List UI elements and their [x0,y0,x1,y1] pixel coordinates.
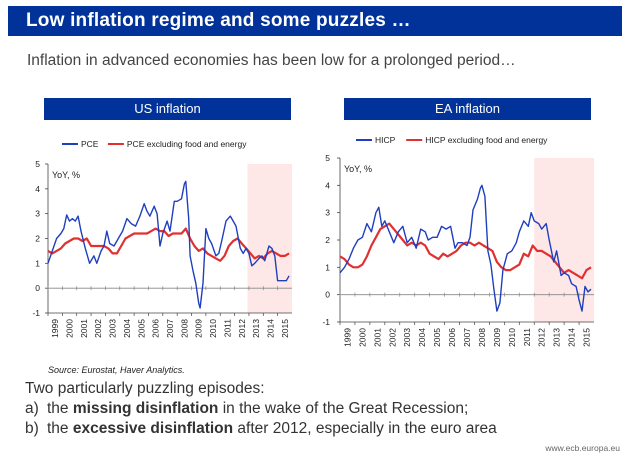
episode-a-suffix: in the wake of the Great Recession; [218,400,469,417]
ea-legend-label-core: HICP excluding food and energy [425,135,548,145]
ea-x-tick-label: 1999 [342,328,352,347]
us-y-tick-label: -1 [32,308,40,318]
slide-title: Low inflation regime and some puzzles … [8,6,622,36]
ea-x-tick-label: 2005 [432,328,442,347]
source-note: Source: Eurostat, Haver Analytics. [48,365,185,375]
us-series-core-line [47,227,290,262]
us-legend-label-core: PCE excluding food and energy [127,139,247,149]
us-unit-label: YoY, % [52,170,80,180]
ea-inflation-chart: -1 0 1 2 3 4 5 1999 2000 2001 2002 2003 2004 2005 2006… [322,135,594,347]
us-x-tick-label: 2003 [108,319,118,338]
ea-x-tick-label: 2015 [582,328,592,347]
ea-y-tick-label: 4 [325,180,330,190]
us-x-tick-label: 2006 [151,319,161,338]
ea-panel-title: EA inflation [344,98,591,120]
us-x-tick-label: 2008 [179,319,189,338]
ea-x-tick-label: 2003 [402,328,412,347]
ea-y-tick-label: 1 [325,262,330,272]
ea-x-tick-label: 2006 [447,328,457,347]
us-y-tick-label: 2 [35,234,40,244]
us-shaded-period [247,164,292,313]
episode-b: b) the excessive disinflation after 2012,… [25,420,497,438]
us-x-tick-label: 2001 [79,319,89,338]
ea-x-tick-label: 2009 [492,328,502,347]
ea-y-tick-label: -1 [322,317,330,327]
ea-x-tick-label: 2014 [567,328,577,347]
ea-legend-label-headline: HICP [375,135,396,145]
us-x-tick-label: 2007 [165,319,175,338]
us-x-tick-label: 2013 [251,319,261,338]
us-panel-title: US inflation [44,98,291,120]
ea-series-core-line [339,222,592,280]
ea-x-tick-label: 2002 [387,328,397,347]
ea-x-tick-label: 2001 [372,328,382,347]
us-x-tick-label: 1999 [50,319,60,338]
ea-y-tick-label: 5 [325,153,330,163]
ea-x-tick-label: 2000 [357,328,367,347]
us-x-tick-label: 2005 [136,319,146,338]
ea-y-tick-label: 3 [325,208,330,218]
us-x-tick-label: 2014 [265,319,275,338]
us-x-tick-label: 2004 [122,319,132,338]
ea-x-tick-label: 2013 [552,328,562,347]
ea-x-tick-label: 2012 [537,328,547,347]
ea-unit-label: YoY, % [344,164,372,174]
us-x-tick-label: 2009 [194,319,204,338]
episode-a: a) the missing disinflation in the wake o… [25,400,468,418]
ea-x-tick-label: 2011 [522,328,532,347]
ea-y-tick-label: 2 [325,235,330,245]
us-y-tick-label: 0 [35,283,40,293]
episode-a-prefix: the [47,400,73,417]
episode-b-prefix: the [47,420,73,437]
episode-b-emphasis: excessive disinflation [72,420,234,437]
episode-b-suffix: after 2012, especially in the euro area [233,420,497,437]
ea-shaded-period [534,158,594,322]
us-y-tick-label: 4 [35,184,40,194]
episode-a-marker: a) [25,400,39,417]
us-x-tick-label: 2015 [280,319,290,338]
us-x-tick-label: 2011 [222,319,232,338]
us-x-tick-label: 2002 [93,319,103,338]
us-inflation-chart: -1 0 1 2 3 4 5 1999 2000 2001 2002 2003 2004 2005 2006… [32,139,292,338]
us-y-tick-label: 3 [35,209,40,219]
episodes-intro: Two particularly puzzling episodes: [25,380,265,397]
us-x-tick-label: 2012 [237,319,247,338]
us-legend-label-headline: PCE [81,139,99,149]
episode-b-marker: b) [25,420,39,437]
ea-x-tick-label: 2008 [477,328,487,347]
us-x-tick-label: 2000 [65,319,75,338]
slide-subtitle: Inflation in advanced economies has been… [27,52,516,69]
footer-url[interactable]: www.ecb.europa.eu [545,443,620,453]
ea-x-tick-label: 2007 [462,328,472,347]
us-y-tick-label: 5 [35,159,40,169]
ea-series-headline-line [339,184,592,312]
us-y-tick-label: 1 [35,258,40,268]
us-x-tick-label: 2010 [208,319,218,338]
episode-a-emphasis: missing disinflation [72,400,219,417]
ea-x-tick-label: 2010 [507,328,517,347]
ea-x-tick-label: 2004 [417,328,427,347]
ea-y-tick-label: 0 [325,290,330,300]
us-series-headline-line [47,180,290,309]
